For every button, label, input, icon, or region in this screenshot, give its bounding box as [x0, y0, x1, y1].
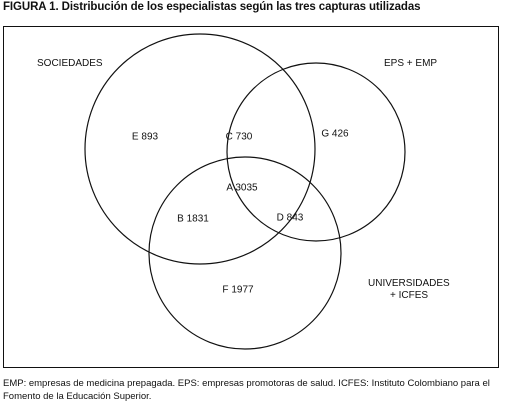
set-label-sociedades: SOCIEDADES	[37, 58, 103, 69]
circle-eps-emp	[226, 62, 406, 242]
set-label-eps-emp: EPS + EMP	[384, 58, 438, 69]
region-c-value: C 730	[225, 131, 253, 143]
region-f-value: F 1977	[222, 284, 254, 296]
circle-universidades-icfes	[148, 156, 342, 350]
region-d-value: D 843	[276, 212, 304, 224]
region-g-value: G 426	[321, 128, 349, 140]
set-label-universidades-line2: + ICFES	[390, 290, 429, 301]
set-label-universidades-line1: UNIVERSIDADES	[368, 278, 450, 289]
diagram-frame	[3, 26, 499, 368]
circle-sociedades	[84, 33, 316, 265]
region-e-value: E 893	[131, 131, 159, 143]
footnote: EMP: empresas de medicina prepagada. EPS…	[3, 378, 490, 402]
region-a-value: A 3035	[226, 182, 258, 194]
region-b-value: B 1831	[177, 213, 209, 225]
figure-title: FIGURA 1. Distribución de los especialis…	[3, 1, 421, 13]
